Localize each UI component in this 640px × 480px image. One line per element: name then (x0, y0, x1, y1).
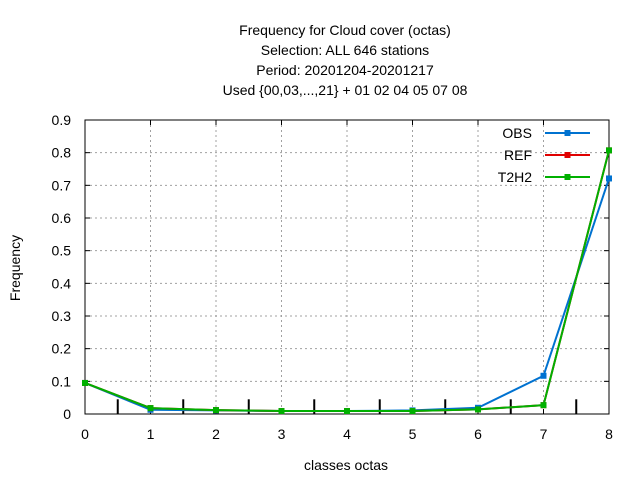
y-tick-label: 0.9 (52, 112, 72, 128)
x-tick-label: 3 (278, 426, 286, 442)
data-point-t2h2 (82, 379, 88, 386)
y-tick-label: 0.8 (52, 145, 72, 161)
data-point-t2h2 (147, 405, 154, 412)
y-axis-label: Frequency (7, 235, 23, 301)
legend-label: REF (504, 147, 532, 163)
y-tick-label: 0.6 (52, 210, 72, 226)
y-tick-label: 0.1 (52, 373, 72, 389)
chart-title: Frequency for Cloud cover (octas) Selecti… (223, 22, 468, 98)
title-line: Period: 20201204-20201217 (256, 62, 434, 78)
legend: OBS REF T2H2 (498, 125, 590, 185)
x-tick-label: 0 (81, 426, 89, 442)
legend-swatch-marker (564, 152, 571, 158)
grid (85, 120, 609, 414)
y-tick-label: 0.3 (52, 308, 72, 324)
title-line: Frequency for Cloud cover (octas) (239, 22, 451, 38)
data-point-t2h2 (540, 402, 547, 409)
data-point-t2h2 (409, 408, 416, 415)
data-point-t2h2 (344, 408, 350, 415)
title-line: Selection: ALL 646 stations (261, 42, 429, 58)
data-point-obs (540, 372, 547, 379)
legend-swatch-marker (564, 174, 571, 180)
legend-label: T2H2 (498, 169, 532, 185)
y-tick-label: 0.7 (52, 177, 72, 193)
x-tick-label: 8 (605, 426, 613, 442)
data-point-t2h2 (606, 147, 612, 154)
y-tick-label: 0.4 (52, 275, 72, 291)
series (82, 147, 612, 415)
y-tick-label: 0.5 (52, 243, 72, 259)
x-tick-label: 6 (474, 426, 482, 442)
x-tick-label: 2 (212, 426, 220, 442)
y-axis-ticks: 0 0.1 0.2 0.3 0.4 0.5 0.6 0.7 0.8 0.9 (52, 112, 609, 422)
y-tick-label: 0.2 (52, 341, 72, 357)
y-tick-label: 0 (63, 406, 71, 422)
legend-label: OBS (502, 125, 532, 141)
data-point-t2h2 (213, 407, 219, 414)
x-tick-label: 7 (540, 426, 548, 442)
x-tick-label: 1 (147, 426, 155, 442)
x-tick-label: 4 (343, 426, 351, 442)
legend-swatch-marker (564, 130, 571, 136)
data-point-t2h2 (475, 406, 481, 413)
x-axis-ticks: 0 1 2 3 4 5 6 7 8 (81, 120, 613, 442)
data-point-obs (606, 175, 612, 182)
data-point-t2h2 (278, 408, 285, 415)
title-line: Used {00,03,...,21} + 01 02 04 05 07 08 (223, 82, 468, 98)
x-tick-label: 5 (409, 426, 417, 442)
x-axis-label: classes octas (304, 457, 388, 473)
